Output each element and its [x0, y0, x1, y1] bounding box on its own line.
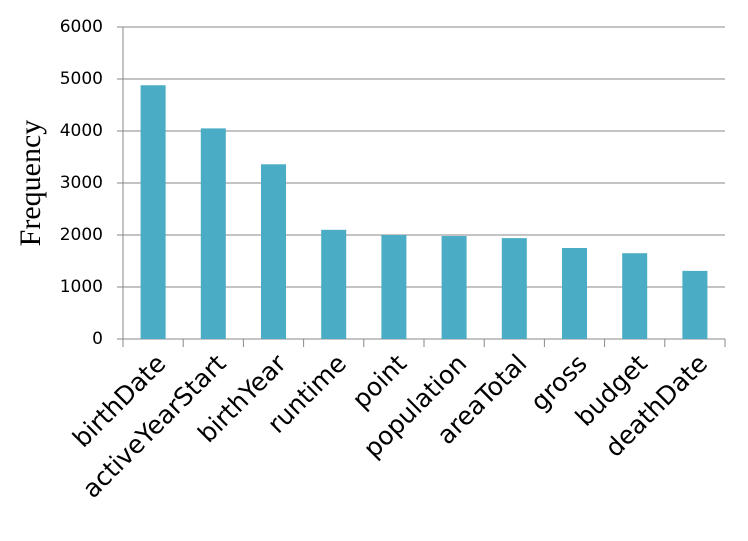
bar: [501, 238, 527, 339]
y-tick-label: 2000: [60, 225, 103, 245]
bar: [140, 85, 166, 340]
y-tick-label: 3000: [60, 173, 103, 193]
bar: [321, 229, 347, 339]
y-tick-label: 4000: [60, 121, 103, 141]
y-tick-label: 0: [92, 329, 103, 349]
bar: [562, 248, 587, 339]
bar: [200, 128, 226, 339]
y-tick-label: 1000: [60, 277, 103, 297]
bar: [441, 236, 467, 339]
y-tick-label: 5000: [60, 69, 103, 89]
bar: [261, 164, 286, 339]
y-tick-label: 6000: [60, 17, 103, 37]
y-axis-label: Frequency: [14, 120, 47, 247]
bar: [381, 235, 407, 339]
bar: [622, 253, 648, 339]
bar: [682, 270, 708, 339]
